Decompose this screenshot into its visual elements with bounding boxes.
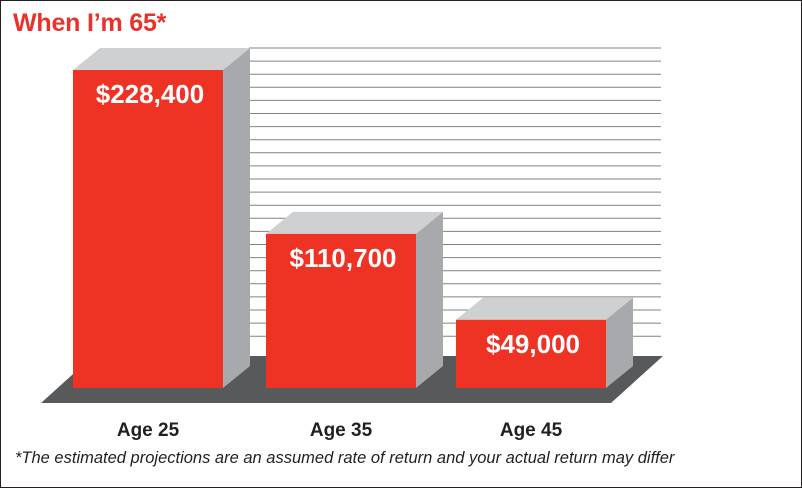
footnote: *The estimated projections are an assume… [15,449,675,467]
category-label: Age 45 [500,420,563,441]
bar-side-face [223,48,250,388]
bar-top-face [456,297,633,320]
bar-side-face [416,211,443,388]
category-label: Age 35 [310,420,373,441]
bars: $228,400 $110,700 $49,000 [73,48,633,388]
bar-top-face [266,211,443,234]
bar-value-label: $49,000 [486,329,580,359]
bar [456,319,606,388]
bar-value-label: $110,700 [289,243,396,273]
bar-value-label: $228,400 [96,79,204,109]
bar [73,70,223,388]
category-label: Age 25 [117,420,180,441]
chart-title: When I’m 65* [13,9,167,37]
bar [266,233,416,388]
bar-side-face [606,297,633,388]
bar-top-face [73,48,250,70]
category-labels: Age 25 Age 35 Age 45 [117,420,563,441]
